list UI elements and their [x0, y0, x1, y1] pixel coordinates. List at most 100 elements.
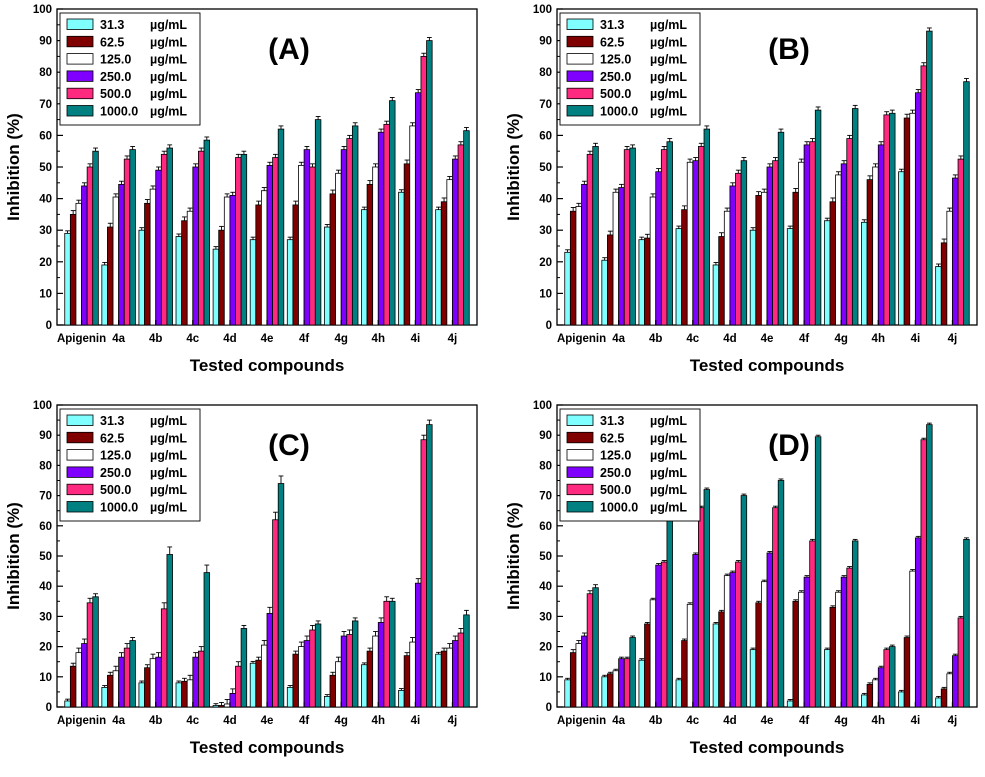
bar-4i-series-1 [398, 191, 405, 326]
y-tick-label: 20 [539, 642, 552, 654]
bar-4b-series-1 [638, 239, 645, 326]
legend-concentration: 31.3 [600, 18, 624, 32]
bar-4g-series-6 [351, 620, 359, 708]
legend-swatch [566, 18, 594, 30]
bar-4c-series-4 [692, 554, 699, 708]
bar-4d-series-4 [729, 185, 736, 326]
legend-swatch [66, 70, 94, 82]
bar-4f-series-2 [792, 600, 799, 708]
bar-4i-series-6 [426, 40, 433, 326]
bar-4f-series-2 [792, 191, 799, 326]
bar-4a-series-2 [607, 234, 614, 326]
legend-concentration: 125.0 [600, 53, 631, 67]
bar-4b-series-1 [638, 659, 645, 708]
bar-4c-series-1 [175, 236, 183, 326]
y-tick-label: 70 [539, 99, 552, 111]
legend-item: 500.0 µg/mL [566, 483, 687, 497]
x-tick-label-4c: 4c [186, 715, 199, 727]
bar-4d-series-1 [212, 705, 220, 708]
y-tick-label: 80 [39, 460, 52, 472]
legend-swatch [66, 431, 94, 444]
x-tick-label-4h: 4h [372, 715, 385, 727]
x-tick-label-4g: 4g [834, 715, 847, 727]
bar-4j-series-5 [457, 632, 465, 708]
bar-4h-series-5 [383, 600, 390, 708]
bar-4c-series-6 [203, 572, 211, 708]
bar-4a-series-3 [612, 191, 620, 326]
y-axis: 0 10 20 30 40 50 60 70 80 90 100 [533, 4, 563, 332]
x-tick-label-4b: 4b [649, 333, 662, 345]
bar-4e-series-3 [761, 581, 768, 708]
x-tick-label-4a: 4a [112, 333, 125, 345]
bars [564, 27, 970, 326]
bar-4f-series-6 [814, 436, 822, 708]
bar-4j-series-4 [952, 177, 959, 326]
bar-4i-series-1 [898, 691, 905, 708]
x-tick-label-4f: 4f [299, 333, 309, 345]
bar-4e-series-1 [749, 229, 757, 326]
bar-4i-series-3 [409, 641, 416, 708]
x-tick-label-4h: 4h [372, 333, 385, 345]
bar-4e-series-5 [772, 160, 779, 326]
x-tick-label-4b: 4b [649, 715, 662, 727]
y-axis-title: Inhibition (%) [504, 113, 523, 221]
legend-unit: µg/mL [650, 501, 687, 515]
legend-item: 125.0 µg/mL [566, 449, 687, 463]
bar-4f-series-1 [786, 228, 794, 326]
bar-4e-series-3 [260, 644, 268, 708]
bar-4e-series-4 [766, 166, 773, 326]
x-tick-label-4g: 4g [334, 333, 347, 345]
legend-unit: µg/mL [150, 414, 187, 428]
bar-4b-series-2 [144, 202, 151, 326]
y-tick-label: 40 [539, 194, 552, 206]
bar-apigenin-series-3 [75, 202, 82, 326]
bar-apigenin-series-4 [81, 643, 88, 708]
y-tick-label: 40 [39, 194, 52, 206]
bar-4g-series-1 [323, 226, 331, 326]
bar-4c-series-3 [686, 161, 694, 326]
bar-4f-series-1 [786, 700, 794, 708]
bar-4a-series-1 [101, 686, 108, 708]
legend-swatch [566, 87, 594, 100]
bar-4g-series-4 [340, 149, 348, 326]
bar-4j-series-3 [946, 673, 953, 708]
bar-4h-series-3 [372, 635, 379, 708]
x-tick-label-4c: 4c [186, 333, 199, 345]
bar-4f-series-3 [298, 165, 305, 326]
x-tick-label-4d: 4d [223, 715, 236, 727]
x-tick-label-4c: 4c [686, 333, 699, 345]
x-tick-label-4e: 4e [761, 333, 774, 345]
bar-4c-series-5 [698, 507, 705, 708]
bar-4f-series-3 [798, 161, 805, 326]
x-tick-label-4f: 4f [299, 715, 309, 727]
y-tick-label: 100 [33, 400, 52, 412]
bar-apigenin-series-3 [575, 643, 582, 708]
y-tick-label: 10 [39, 288, 52, 300]
bar-4a-series-4 [118, 656, 125, 708]
bar-4f-series-2 [292, 204, 299, 326]
bar-4a-series-4 [118, 183, 125, 326]
bar-4d-series-6 [740, 495, 748, 708]
bar-4b-series-3 [649, 196, 657, 326]
bar-4d-series-2 [718, 236, 725, 326]
bar-4f-series-3 [798, 591, 805, 708]
legend-swatch [66, 53, 94, 65]
legend-unit: µg/mL [650, 87, 687, 101]
bar-4g-series-3 [835, 591, 842, 708]
legend-swatch [566, 105, 594, 117]
bar-4d-series-6 [740, 160, 748, 326]
legend-unit: µg/mL [150, 449, 187, 463]
legend-item: 1000.0 µg/mL [66, 105, 187, 119]
y-tick-label: 30 [539, 611, 552, 623]
legend-concentration: 62.5 [100, 431, 124, 445]
legend-unit: µg/mL [150, 105, 187, 119]
y-tick-label: 80 [39, 67, 52, 79]
bar-4j-series-2 [940, 242, 948, 326]
bar-4j-series-5 [957, 617, 965, 708]
legend-swatch [566, 449, 594, 461]
bar-4a-series-2 [607, 673, 614, 708]
legend-item: 62.5 µg/mL [66, 431, 187, 445]
bar-4e-series-2 [755, 602, 762, 708]
bar-4e-series-3 [761, 191, 768, 326]
legend-concentration: 250.0 [600, 70, 631, 84]
